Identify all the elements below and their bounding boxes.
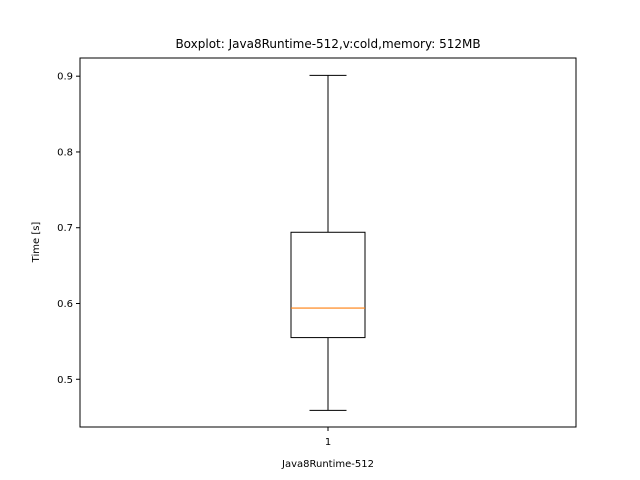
y-tick-label: 0.5 [57, 375, 73, 386]
y-tick-label: 0.8 [57, 147, 73, 158]
y-tick-label: 0.7 [57, 223, 73, 234]
iqr-box [290, 231, 366, 339]
x-axis-label: Java8Runtime-512 [281, 459, 374, 470]
y-axis: 0.5 0.6 0.7 0.8 0.9 [57, 72, 80, 386]
x-axis: 1 [325, 427, 331, 448]
y-tick-label: 0.6 [57, 299, 73, 310]
x-tick-label: 1 [325, 437, 331, 448]
y-axis-label: Time [s] [31, 222, 42, 264]
plot-frame [79, 57, 577, 428]
y-tick-label: 0.9 [57, 72, 73, 83]
chart-title: Boxplot: Java8Runtime-512,v:cold,memory:… [175, 37, 480, 51]
boxes [290, 74, 366, 411]
